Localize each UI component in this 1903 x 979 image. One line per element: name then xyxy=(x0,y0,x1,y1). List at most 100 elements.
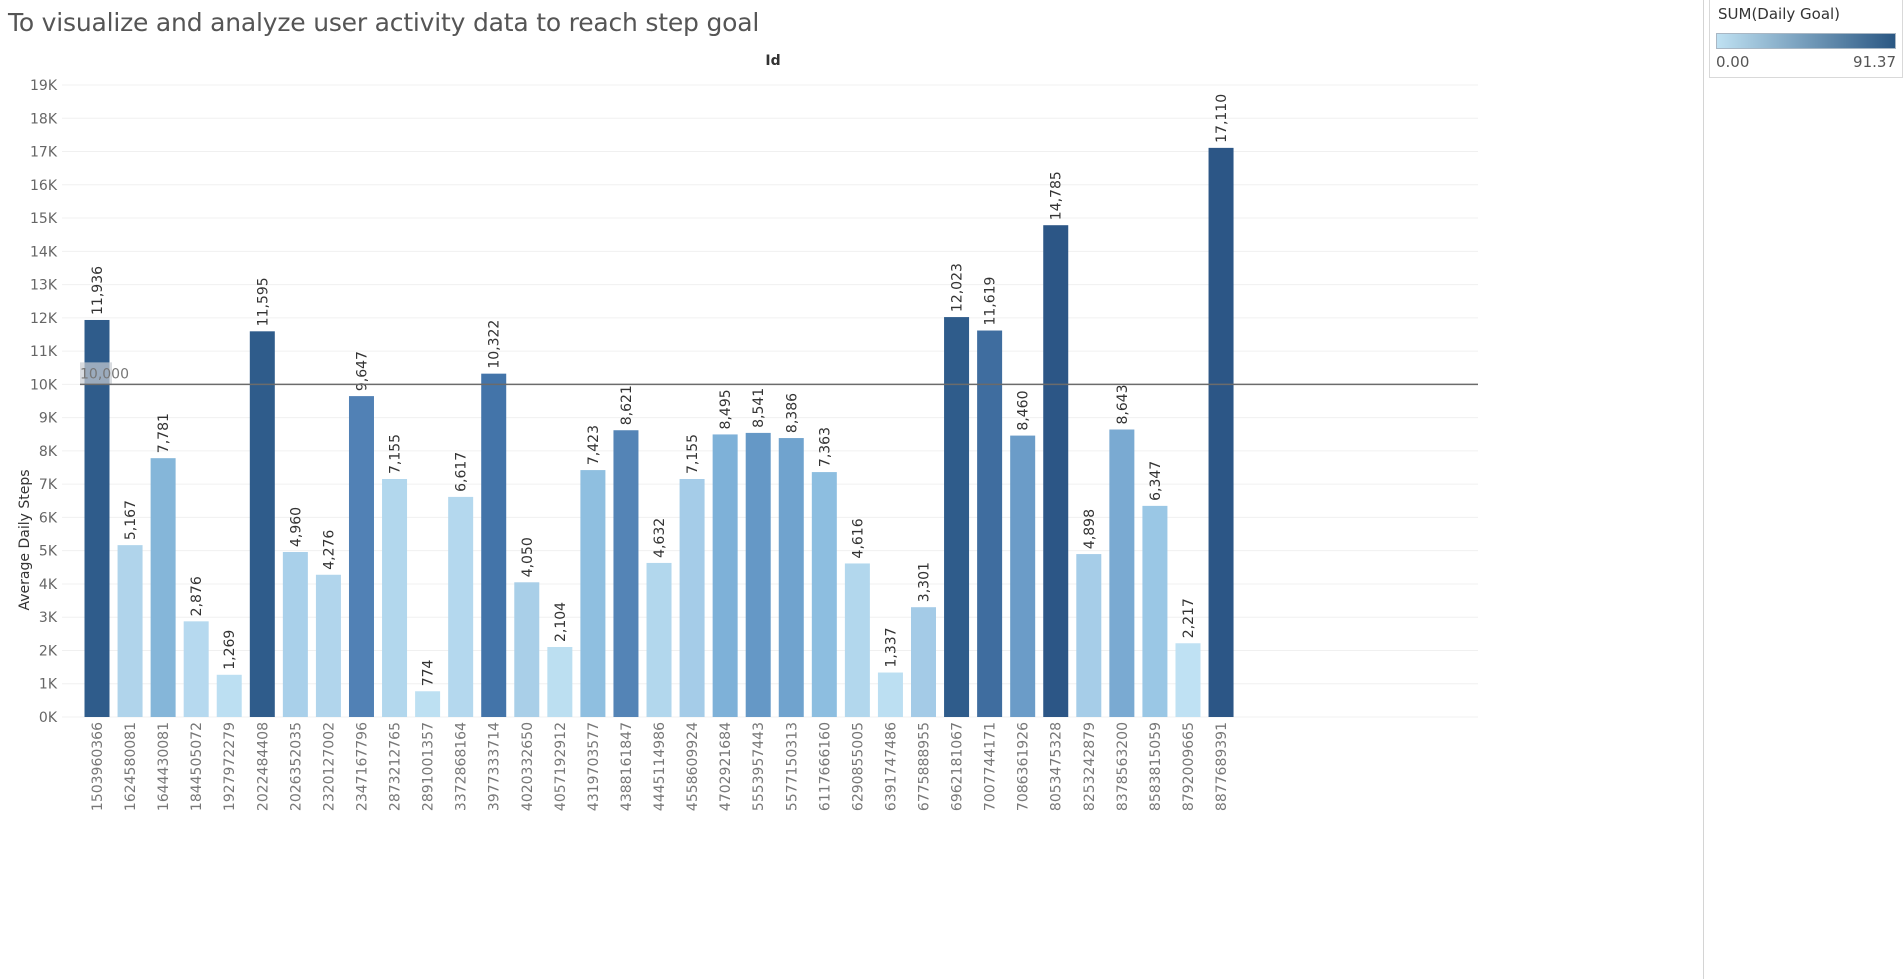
x-tick-label: 2347167796 xyxy=(354,722,370,811)
y-tick-label: 6K xyxy=(39,510,58,526)
bar xyxy=(150,458,176,717)
data-label: 8,541 xyxy=(751,388,767,428)
data-label: 7,155 xyxy=(388,434,404,474)
x-tick-label: 1644430081 xyxy=(156,722,172,811)
data-label: 8,621 xyxy=(619,385,635,425)
bar xyxy=(778,438,804,717)
x-tick-label: 1927972279 xyxy=(222,722,238,811)
x-tick-label: 5577150313 xyxy=(784,722,800,811)
x-tick-label: 6391747486 xyxy=(883,722,899,811)
bar-chart: Id Average Daily Steps 0K 1K 2K 3K 4K 5K 6K 7K 8… xyxy=(17,53,1478,811)
x-tick-label: 8378563200 xyxy=(1115,722,1131,811)
data-label: 11,595 xyxy=(255,277,271,326)
bar xyxy=(679,479,705,717)
x-tick-label: 1624580081 xyxy=(123,722,139,811)
data-label: 6,347 xyxy=(1148,461,1164,501)
data-label: 7,781 xyxy=(156,413,172,453)
x-tick-label: 4445114986 xyxy=(652,722,668,811)
data-label: 1,337 xyxy=(883,627,899,667)
data-label: 4,632 xyxy=(652,518,668,558)
data-label: 5,167 xyxy=(123,500,139,540)
bar xyxy=(117,545,143,717)
data-label: 2,104 xyxy=(553,602,569,642)
data-label: 9,647 xyxy=(354,351,370,391)
bar xyxy=(977,330,1003,717)
bar xyxy=(216,674,242,717)
x-tick-label: 6117666160 xyxy=(817,722,833,811)
bar xyxy=(712,434,738,717)
legend-min-label: 0.00 xyxy=(1716,53,1750,71)
data-label: 4,616 xyxy=(850,518,866,558)
bar xyxy=(944,317,970,717)
y-tick-label: 13K xyxy=(30,278,58,294)
x-tick-label: 5553957443 xyxy=(751,722,767,811)
data-label: 10,322 xyxy=(487,320,503,369)
data-label: 14,785 xyxy=(1049,171,1065,220)
x-tick-label: 3372868164 xyxy=(454,722,470,811)
bar xyxy=(877,672,903,717)
bar xyxy=(1043,225,1069,717)
x-tick-label: 2873212765 xyxy=(388,722,404,811)
data-label: 7,363 xyxy=(817,427,833,467)
y-tick-label: 5K xyxy=(39,544,58,560)
x-tick-label: 1844505072 xyxy=(189,722,205,811)
data-label: 7,423 xyxy=(586,425,602,465)
bar xyxy=(911,607,936,717)
data-label: 6,617 xyxy=(454,452,470,492)
x-tick-label: 8792009665 xyxy=(1181,722,1197,811)
data-label: 11,619 xyxy=(983,277,999,326)
x-tick-label: 6962181067 xyxy=(950,722,966,811)
bar xyxy=(282,552,308,717)
bar xyxy=(481,373,507,717)
data-label: 1,269 xyxy=(222,630,238,670)
bar xyxy=(1175,643,1201,717)
bar xyxy=(811,472,837,717)
data-label: 11,936 xyxy=(90,266,106,315)
data-label: 774 xyxy=(421,659,437,686)
bar xyxy=(315,574,341,717)
x-tick-label: 4702921684 xyxy=(718,722,734,811)
x-tick-label: 2026352035 xyxy=(288,722,304,811)
data-label: 12,023 xyxy=(950,263,966,312)
data-label: 2,217 xyxy=(1181,598,1197,638)
x-axis-title: Id xyxy=(765,53,780,69)
data-label: 4,276 xyxy=(321,530,337,570)
panel-divider xyxy=(1703,0,1704,979)
y-tick-label: 11K xyxy=(30,344,58,360)
data-label: 17,110 xyxy=(1214,94,1230,143)
bar xyxy=(1208,147,1234,717)
data-label: 8,460 xyxy=(1016,390,1032,430)
bar xyxy=(613,430,639,717)
legend-title: SUM(Daily Goal) xyxy=(1718,5,1841,23)
x-tick-label: 2022484408 xyxy=(255,722,271,811)
y-tick-label: 15K xyxy=(30,211,58,227)
color-legend[interactable]: SUM(Daily Goal) 0.00 91.37 xyxy=(1709,0,1903,78)
y-tick-label: 10K xyxy=(30,377,58,393)
bar xyxy=(547,647,573,717)
y-tick-label: 2K xyxy=(39,643,58,659)
y-tick-label: 1K xyxy=(39,677,58,693)
y-tick-label: 3K xyxy=(39,610,58,626)
y-tick-label: 7K xyxy=(39,477,58,493)
y-tick-label: 19K xyxy=(30,78,58,94)
bar xyxy=(249,331,275,717)
x-tick-label: 7086361926 xyxy=(1016,722,1032,811)
bar xyxy=(1076,554,1102,717)
data-label: 8,386 xyxy=(784,393,800,433)
x-tick-label: 8583815059 xyxy=(1148,722,1164,811)
data-label: 8,643 xyxy=(1115,384,1131,424)
bar xyxy=(1010,435,1036,717)
y-tick-label: 9K xyxy=(39,411,58,427)
x-tick-label: 6775888955 xyxy=(917,722,933,811)
y-tick-label: 8K xyxy=(39,444,58,460)
x-tick-label: 2320127002 xyxy=(321,722,337,811)
bar xyxy=(382,479,408,717)
y-tick-label: 16K xyxy=(30,178,58,194)
bar xyxy=(183,621,209,717)
reference-line-group: 10,000 xyxy=(80,362,1478,386)
y-tick-label: 18K xyxy=(30,111,58,127)
y-tick-label: 12K xyxy=(30,311,58,327)
x-tick-label: 8877689391 xyxy=(1214,722,1230,811)
x-tick-label: 2891001357 xyxy=(421,722,437,811)
data-label: 4,898 xyxy=(1082,509,1098,549)
